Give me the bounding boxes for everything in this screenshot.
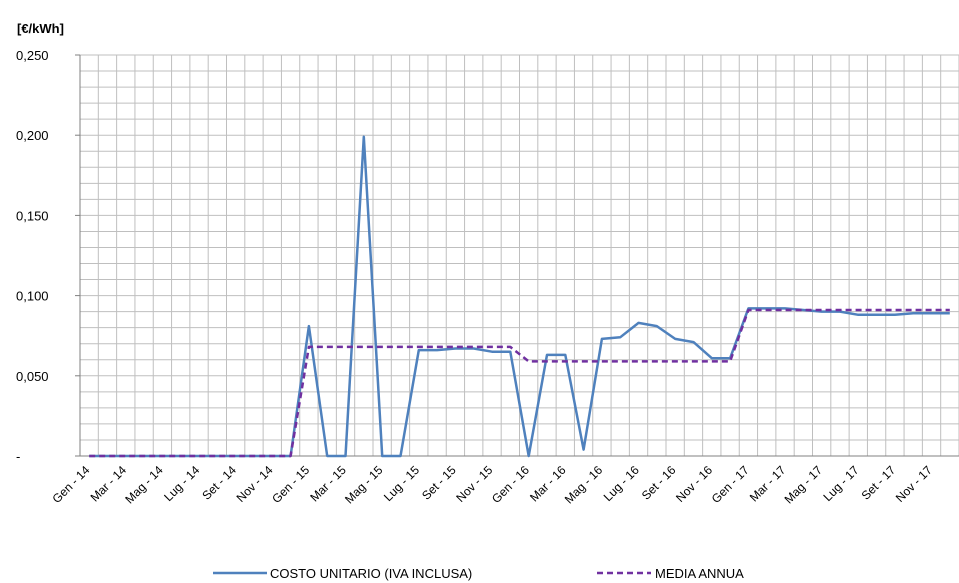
legend-label-costo-unitario: COSTO UNITARIO (IVA INCLUSA) [270, 566, 472, 581]
y-tick-label: 0,200 [16, 128, 49, 143]
x-tick-label: Lug - 14 [161, 463, 202, 504]
y-tick-label: - [16, 449, 20, 464]
y-unit-label: [€/kWh] [17, 21, 64, 36]
legend: COSTO UNITARIO (IVA INCLUSA) MEDIA ANNUA [213, 566, 744, 581]
x-tick-label: Gen - 15 [269, 463, 312, 506]
x-tick-label: Mag - 17 [782, 463, 826, 507]
x-tick-label: Gen - 14 [50, 463, 93, 506]
grid [80, 54, 959, 456]
x-tick-label: Set - 17 [859, 463, 899, 503]
y-tick-label: 0,150 [16, 208, 49, 223]
x-tick-label: Set - 16 [639, 463, 679, 503]
x-tick-label: Nov - 16 [673, 463, 715, 505]
x-tick-label: Gen - 16 [489, 463, 532, 506]
x-tick-label: Set - 14 [199, 463, 239, 503]
x-tick-label: Mag - 15 [342, 463, 386, 507]
y-axis-ticks: - 0,050 0,100 0,150 0,200 0,250 [16, 48, 80, 464]
x-tick-label: Set - 15 [419, 463, 459, 503]
x-tick-label: Mag - 16 [562, 463, 606, 507]
legend-label-media-annua: MEDIA ANNUA [655, 566, 744, 581]
series-layer [89, 135, 950, 458]
y-tick-label: 0,250 [16, 48, 49, 63]
series-line-media-annua [89, 308, 950, 458]
x-tick-label: Nov - 17 [893, 463, 935, 505]
x-tick-label: Lug - 15 [381, 463, 422, 504]
y-tick-label: 0,050 [16, 369, 49, 384]
x-tick-label: Nov - 15 [453, 463, 495, 505]
y-tick-label: 0,100 [16, 289, 49, 304]
x-tick-label: Mag - 14 [122, 463, 166, 507]
x-tick-label: Lug - 16 [601, 463, 642, 504]
x-tick-label: Nov - 14 [234, 463, 276, 505]
x-tick-label: Lug - 17 [821, 463, 862, 504]
x-tick-label: Gen - 17 [709, 463, 752, 506]
